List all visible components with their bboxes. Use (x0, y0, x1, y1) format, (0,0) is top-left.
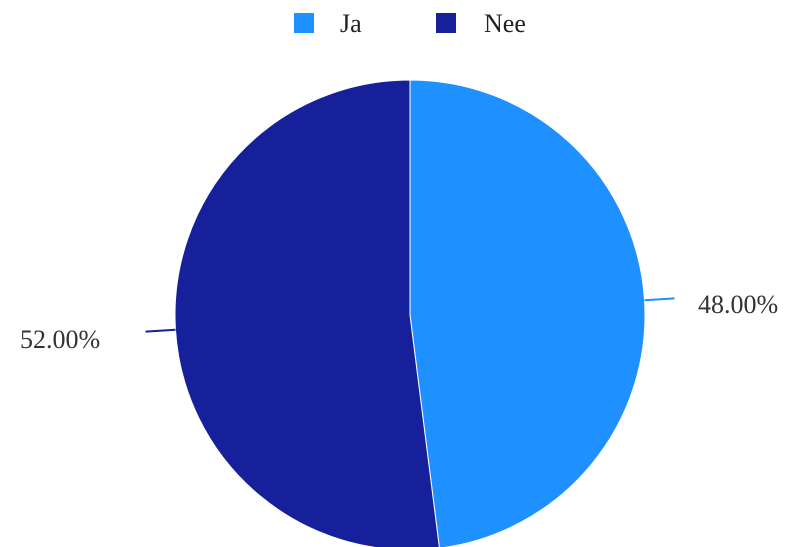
pie-slice-nee (174, 79, 440, 547)
pie-slice-ja (409, 79, 646, 547)
leader-line-nee (145, 328, 176, 333)
legend-label-nee: Nee (484, 9, 526, 38)
legend-label-ja: Ja (340, 9, 362, 38)
slice-label-ja: 48.00% (698, 290, 778, 319)
leader-lines (145, 297, 675, 333)
leader-line-ja (644, 297, 675, 302)
legend-swatch-ja (294, 13, 314, 33)
legend: Ja Nee (294, 9, 526, 38)
pie-slices (174, 79, 646, 547)
legend-swatch-nee (436, 13, 456, 33)
slice-label-nee: 52.00% (20, 325, 100, 354)
